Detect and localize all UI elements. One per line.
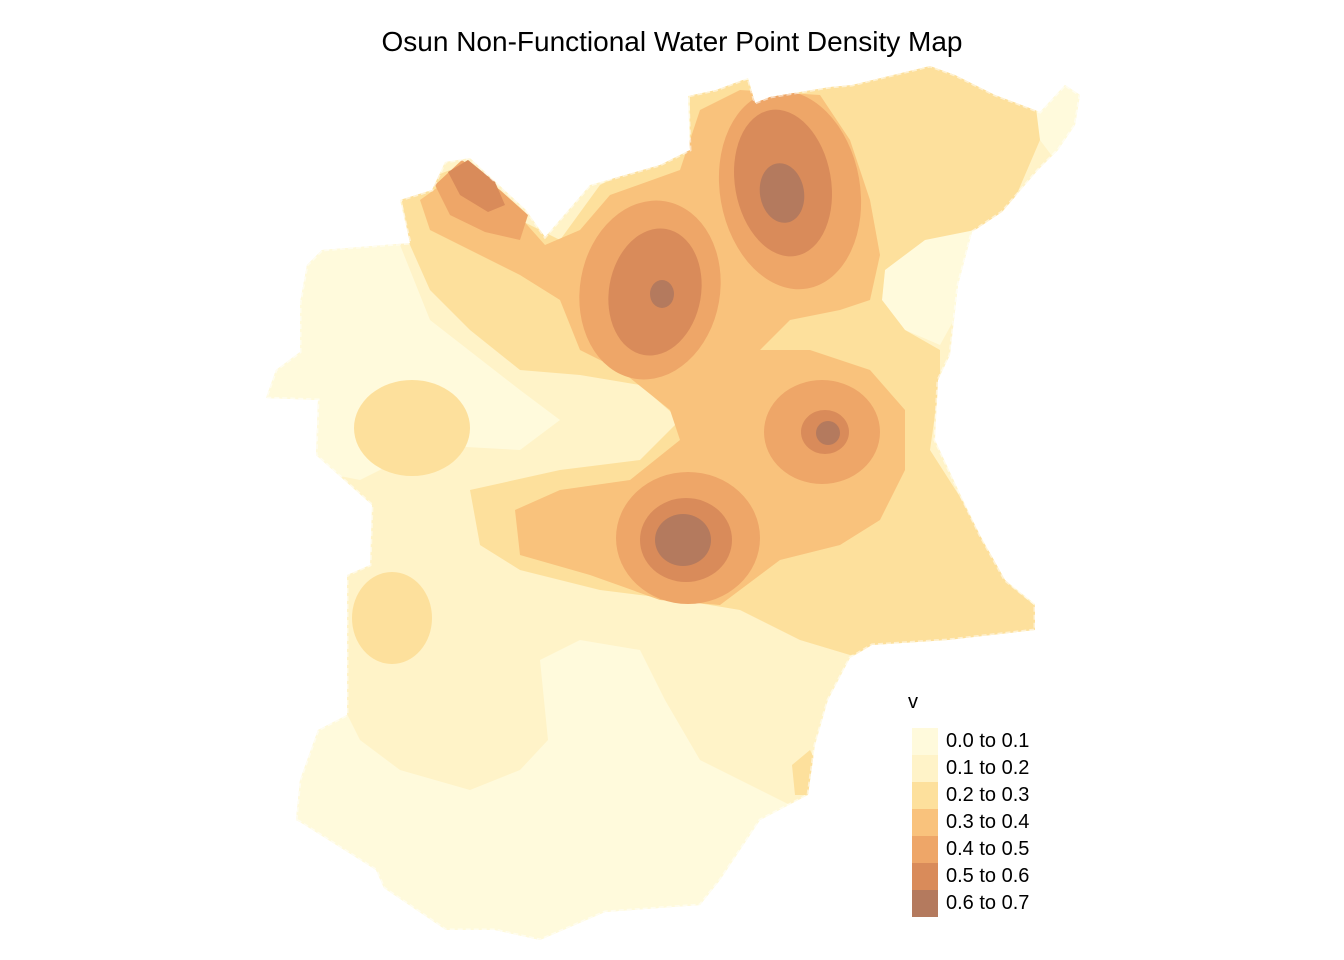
legend-swatch [912, 755, 938, 782]
legend-swatch [912, 836, 938, 863]
legend-label: 0.3 to 0.4 [946, 811, 1030, 833]
legend-item: 0.0 to 0.1 [908, 728, 1108, 755]
legend-swatch [912, 863, 938, 890]
density-zone-0.2-0.3 [354, 380, 470, 476]
density-peak-0.6-0.7 [650, 280, 674, 308]
legend-item: 0.5 to 0.6 [908, 863, 1108, 890]
legend-swatch [912, 890, 938, 917]
legend-label: 0.0 to 0.1 [946, 730, 1030, 752]
density-peak-0.6-0.7 [816, 421, 840, 445]
legend-label: 0.5 to 0.6 [946, 865, 1030, 887]
legend-rows: 0.0 to 0.1 0.1 to 0.2 0.2 to 0.3 0.3 to 0.4… [908, 728, 1108, 917]
density-zone-0.0-0.1 [266, 230, 560, 480]
legend-swatch [912, 728, 938, 755]
legend: v 0.0 to 0.1 0.1 to 0.2 0.2 to 0.3 0.3 to 0… [908, 688, 1108, 917]
legend-swatch [912, 782, 938, 809]
legend-swatch [912, 809, 938, 836]
legend-item: 0.3 to 0.4 [908, 809, 1108, 836]
density-peak-0.6-0.7 [655, 514, 711, 566]
legend-title: v [908, 691, 918, 713]
legend-label: 0.6 to 0.7 [946, 892, 1030, 914]
legend-label: 0.1 to 0.2 [946, 757, 1030, 779]
legend-item: 0.6 to 0.7 [908, 890, 1108, 917]
legend-item: 0.4 to 0.5 [908, 836, 1108, 863]
legend-item: 0.2 to 0.3 [908, 782, 1108, 809]
density-zone-0.2-0.3 [352, 572, 432, 664]
density-peak-0.6-0.7 [759, 163, 805, 223]
density-zone-0.5-0.6 [448, 160, 505, 212]
legend-label: 0.2 to 0.3 [946, 784, 1030, 806]
density-zone-0.0-0.1 [882, 230, 975, 345]
legend-item: 0.1 to 0.2 [908, 755, 1108, 782]
legend-label: 0.4 to 0.5 [946, 838, 1030, 860]
map-title: Osun Non-Functional Water Point Density … [381, 26, 963, 57]
